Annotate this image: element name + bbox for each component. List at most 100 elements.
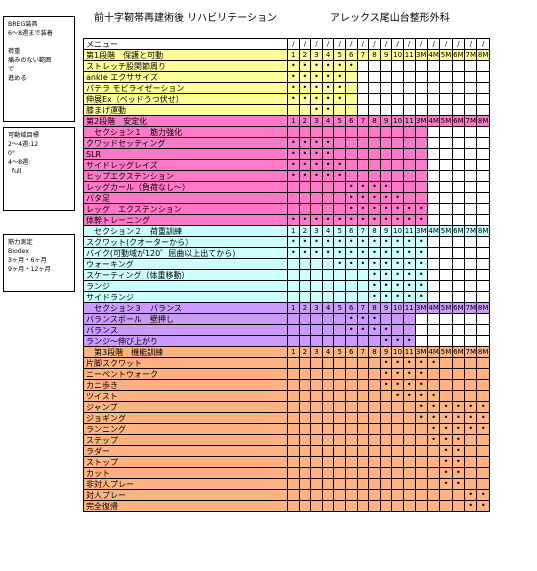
schedule-cell <box>476 269 490 281</box>
schedule-cell <box>391 71 404 83</box>
exercise-label: ランジ～伸び上がり <box>83 335 288 347</box>
schedule-cell <box>402 181 416 193</box>
date-cell: / <box>402 38 416 50</box>
schedule-cell <box>391 500 404 512</box>
scheduled-dot: • <box>414 269 428 281</box>
schedule-cell <box>333 445 346 457</box>
dot-icon: • <box>418 357 424 367</box>
schedule-cell <box>391 412 404 424</box>
week-number-cell: 3 <box>310 302 323 314</box>
dot-icon: • <box>406 368 412 378</box>
scheduled-dot: • <box>391 280 404 292</box>
schedule-cell <box>391 467 404 479</box>
scheduled-dot: • <box>321 104 335 116</box>
schedule-cell <box>310 269 323 281</box>
schedule-cell <box>464 93 478 105</box>
schedule-cell <box>464 170 478 182</box>
dot-icon: • <box>325 137 331 147</box>
schedule-cell <box>402 71 416 83</box>
dot-icon: • <box>348 203 354 213</box>
schedule-cell <box>287 258 300 270</box>
schedule-cell <box>439 291 453 303</box>
scheduled-dot: • <box>321 137 335 149</box>
week-number-cell: 6 <box>344 302 358 314</box>
dot-icon: • <box>325 247 331 257</box>
schedule-cell <box>402 82 416 94</box>
dot-icon: • <box>337 93 343 103</box>
schedule-row: ウォーキング • • • • • • • • <box>83 258 490 270</box>
week-number-cell: 10 <box>391 302 404 314</box>
schedule-cell <box>414 170 428 182</box>
schedule-cell <box>402 467 416 479</box>
schedule-cell <box>368 412 381 424</box>
schedule-cell <box>368 71 381 83</box>
dot-icon: • <box>360 203 366 213</box>
schedule-cell <box>476 324 490 336</box>
dot-icon: • <box>383 357 389 367</box>
schedule-cell <box>426 192 441 204</box>
dot-icon: • <box>456 445 461 455</box>
schedule-cell <box>476 170 490 182</box>
dot-icon: • <box>395 247 400 257</box>
week-number-cell: 3M <box>414 49 428 61</box>
schedule-cell <box>344 126 358 138</box>
schedule-cell <box>439 104 453 116</box>
schedule-cell <box>426 214 441 226</box>
schedule-cell <box>439 236 453 248</box>
schedule-cell <box>333 148 346 160</box>
rehab-schedule-table: メニュー / / / / / / / / / / / / / / / / / 第1段階 保護と可動 1 2 3 4 5 6 7 8 9… <box>83 38 490 512</box>
dot-icon: • <box>348 214 354 224</box>
brace-note: BREG装具 6～8週まで装着 荷重 痛みのない範囲 で 進める <box>3 16 75 122</box>
scheduled-dot: • <box>379 291 393 303</box>
schedule-cell <box>464 258 478 270</box>
scheduled-dot: • <box>310 93 323 105</box>
schedule-cell <box>476 148 490 160</box>
scheduled-dot: • <box>402 280 416 292</box>
scheduled-dot: • <box>344 60 358 72</box>
schedule-cell <box>368 401 381 413</box>
dot-icon: • <box>360 324 366 334</box>
schedule-cell <box>287 489 300 501</box>
scheduled-dot: • <box>379 247 393 259</box>
exercise-label: ウォーキング <box>83 258 288 270</box>
scheduled-dot: • <box>402 269 416 281</box>
schedule-cell <box>321 467 335 479</box>
schedule-cell <box>298 456 312 468</box>
dot-icon: • <box>348 192 354 202</box>
dot-icon: • <box>314 60 319 70</box>
schedule-row: ステップ • • • <box>83 434 490 446</box>
scheduled-dot: • <box>451 423 466 435</box>
scheduled-dot: • <box>391 192 404 204</box>
schedule-row: パテラ モビライゼーション • • • • • <box>83 82 490 94</box>
dot-icon: • <box>418 236 424 246</box>
schedule-cell <box>321 390 335 402</box>
dot-icon: • <box>290 137 296 147</box>
dot-icon: • <box>360 258 366 268</box>
scheduled-dot: • <box>451 478 466 490</box>
dot-icon: • <box>302 148 308 158</box>
dot-icon: • <box>325 236 331 246</box>
schedule-cell <box>287 104 300 116</box>
schedule-cell <box>414 148 428 160</box>
exercise-label: セクション２ 荷重訓練 <box>83 225 288 237</box>
schedule-cell <box>391 82 404 94</box>
date-cell: / <box>333 38 346 50</box>
schedule-cell <box>476 280 490 292</box>
schedule-cell <box>414 192 428 204</box>
schedule-cell <box>321 478 335 490</box>
scheduled-dot: • <box>402 203 416 215</box>
schedule-cell <box>287 291 300 303</box>
schedule-cell <box>344 368 358 380</box>
scheduled-dot: • <box>414 280 428 292</box>
schedule-cell <box>298 379 312 391</box>
schedule-row: ニーベントウォーク • • • • <box>83 368 490 380</box>
scheduled-dot: • <box>414 357 428 369</box>
schedule-cell <box>476 93 490 105</box>
schedule-cell <box>464 379 478 391</box>
schedule-cell <box>344 467 358 479</box>
exercise-label: バランスボール 壁押し <box>83 313 288 325</box>
week-number-cell: 4 <box>321 225 335 237</box>
scheduled-dot: • <box>379 335 393 347</box>
schedule-cell <box>298 291 312 303</box>
schedule-cell <box>321 357 335 369</box>
